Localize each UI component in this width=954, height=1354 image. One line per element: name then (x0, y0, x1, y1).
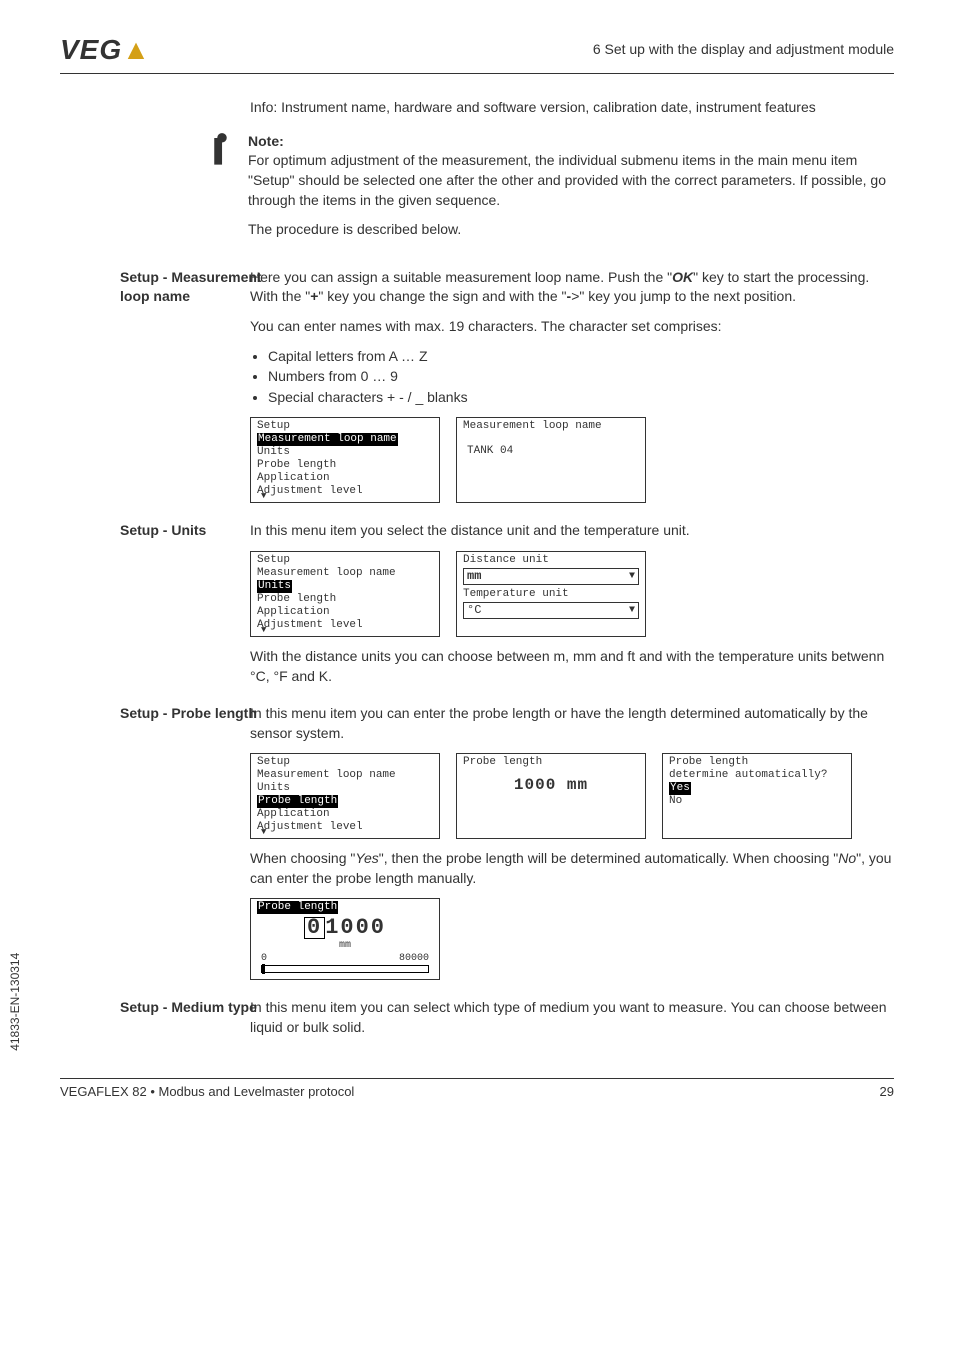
header-section-title: 6 Set up with the display and adjustment… (593, 40, 894, 60)
sec2-p2: With the distance units you can choose b… (250, 647, 894, 686)
footer-page-number: 29 (880, 1083, 894, 1101)
lcd-setup-menu-units: Setup Measurement loop name Units Probe … (250, 551, 440, 637)
section-label-medium-type: Setup - Medium type (120, 998, 290, 1018)
lcd-probe-auto-prompt: Probe length determine automatically? Ye… (662, 753, 852, 839)
brand-logo: VEG▲ (60, 30, 151, 69)
sec3-p2: When choosing "Yes", then the probe leng… (250, 849, 894, 888)
sec1-p1: Here you can assign a suitable measureme… (250, 268, 894, 307)
lcd-loop-name-value: Measurement loop name TANK 04 (456, 417, 646, 503)
sec2-p1: In this menu item you select the distanc… (250, 521, 894, 541)
section-label-probe-length: Setup - Probe length (120, 704, 290, 724)
sec4-p1: In this menu item you can select which t… (250, 998, 894, 1037)
lcd-probe-length-edit: Probe length 01000 mm 080000 (250, 898, 440, 980)
lcd-setup-menu-probe: Setup Measurement loop name Units Probe … (250, 753, 440, 839)
lcd-units-value: Distance unit mm▼ Temperature unit °C▼ (456, 551, 646, 637)
lcd-setup-menu: Setup Measurement loop name Units Probe … (250, 417, 440, 503)
lcd-probe-length-value: Probe length 1000 mm (456, 753, 646, 839)
section-label-units: Setup - Units (120, 521, 290, 541)
note-title: Note: (248, 132, 894, 152)
list-item: Capital letters from A … Z (268, 347, 894, 367)
list-item: Special characters + - / _ blanks (268, 388, 894, 408)
doc-id-vertical: 41833-EN-130314 (7, 953, 24, 1051)
section-label-loop-name: Setup - Measurement loop name (120, 268, 290, 307)
intro-info-text: Info: Instrument name, hardware and soft… (250, 98, 894, 118)
info-icon: ●▌ (208, 132, 236, 160)
note-body-2: The procedure is described below. (248, 220, 894, 240)
list-item: Numbers from 0 … 9 (268, 367, 894, 387)
sec1-p2: You can enter names with max. 19 charact… (250, 317, 894, 337)
footer-left: VEGAFLEX 82 • Modbus and Levelmaster pro… (60, 1083, 354, 1101)
sec3-p1: In this menu item you can enter the prob… (250, 704, 894, 743)
sec1-charset-list: Capital letters from A … Z Numbers from … (250, 347, 894, 408)
note-body-1: For optimum adjustment of the measuremen… (248, 151, 894, 210)
